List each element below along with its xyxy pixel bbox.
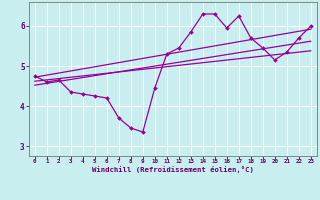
X-axis label: Windchill (Refroidissement éolien,°C): Windchill (Refroidissement éolien,°C) [92, 166, 254, 173]
